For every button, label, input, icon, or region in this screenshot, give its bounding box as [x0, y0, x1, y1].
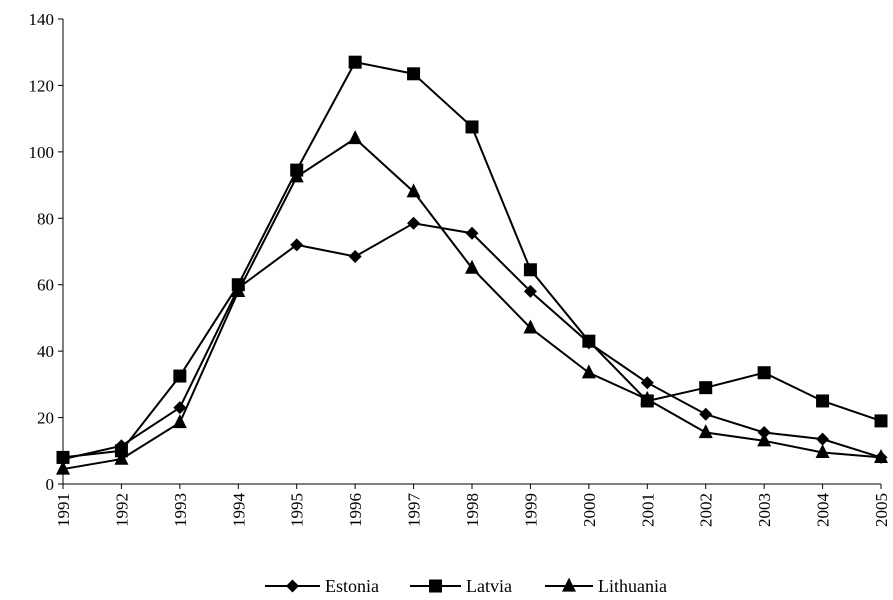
data-point-latvia: [173, 369, 187, 383]
legend: Estonia Latvia Lithuania: [265, 576, 667, 596]
y-tick-label: 40: [37, 342, 54, 361]
legend-item-estonia: Estonia: [265, 576, 379, 596]
legend-item-latvia: Latvia: [410, 576, 512, 596]
x-tick-label: 1994: [229, 493, 248, 528]
y-tick-label: 20: [37, 409, 54, 428]
x-tick-label: 1997: [405, 493, 424, 528]
x-tick-label: 1993: [171, 493, 190, 527]
data-point-estonia: [523, 284, 537, 298]
series-line-lithuania: [62, 137, 882, 471]
data-point-latvia: [757, 366, 771, 380]
data-point-estonia: [286, 579, 299, 593]
data-point-latvia: [699, 381, 713, 395]
x-tick-label: 2005: [872, 493, 891, 527]
data-point-latvia: [816, 394, 830, 408]
data-point-estonia: [816, 432, 830, 446]
x-tick-label: 2002: [697, 493, 716, 527]
series-estonia: [56, 216, 888, 466]
y-tick-label: 120: [29, 76, 55, 95]
data-point-lithuania: [523, 319, 538, 334]
data-point-lithuania: [874, 449, 888, 464]
x-tick-label: 1999: [521, 493, 540, 527]
data-point-latvia: [523, 263, 537, 277]
y-tick-label: 140: [29, 10, 55, 29]
legend-item-lithuania: Lithuania: [545, 576, 667, 596]
data-point-estonia: [640, 376, 654, 390]
y-tick-label: 80: [37, 209, 54, 228]
data-point-lithuania: [581, 364, 596, 379]
data-point-estonia: [407, 216, 421, 230]
data-point-lithuania: [172, 414, 187, 429]
x-tick-label: 1991: [54, 493, 73, 527]
series-layer: [56, 55, 888, 475]
data-point-lithuania: [289, 168, 304, 183]
data-point-lithuania: [114, 450, 129, 465]
data-point-lithuania: [698, 424, 713, 439]
x-tick-label: 1998: [463, 493, 482, 527]
x-tick-label: 1996: [346, 493, 365, 527]
data-point-lithuania: [348, 130, 363, 145]
data-point-latvia: [874, 414, 888, 428]
x-tick-label: 2001: [638, 493, 657, 527]
y-tick-label: 60: [37, 276, 54, 295]
data-point-lithuania: [231, 282, 246, 297]
data-point-lithuania: [815, 444, 830, 459]
data-point-latvia: [582, 334, 596, 348]
data-point-lithuania: [406, 183, 421, 198]
legend-label: Estonia: [325, 576, 379, 596]
data-point-lithuania: [465, 259, 479, 274]
data-point-lithuania: [640, 390, 655, 405]
x-tick-label: 1992: [112, 493, 131, 527]
data-point-estonia: [699, 407, 713, 421]
data-point-latvia: [429, 579, 442, 593]
data-point-latvia: [56, 450, 70, 464]
x-tick-label: 2004: [814, 493, 833, 528]
legend-label: Latvia: [466, 576, 512, 596]
legend-label: Lithuania: [598, 576, 667, 596]
x-tick-label: 1995: [288, 493, 307, 527]
axes: 0 20 40 60 80 100 120 140 1991 1992 1993 1994 1995 19…: [29, 10, 892, 527]
series-lithuania: [56, 130, 888, 475]
data-point-estonia: [465, 226, 479, 240]
data-point-latvia: [465, 120, 479, 134]
x-tick-label: 2003: [755, 493, 774, 527]
y-tick-label: 100: [29, 143, 55, 162]
data-point-lithuania: [757, 432, 772, 447]
data-point-lithuania: [56, 460, 70, 475]
data-point-lithuania: [562, 577, 576, 592]
data-point-estonia: [348, 249, 362, 263]
data-point-estonia: [290, 238, 304, 252]
data-point-estonia: [173, 401, 187, 415]
data-point-latvia: [407, 67, 421, 81]
y-tick-label: 0: [46, 475, 55, 494]
series-line-estonia: [62, 222, 882, 461]
data-point-latvia: [348, 55, 362, 69]
x-tick-label: 2000: [580, 493, 599, 527]
